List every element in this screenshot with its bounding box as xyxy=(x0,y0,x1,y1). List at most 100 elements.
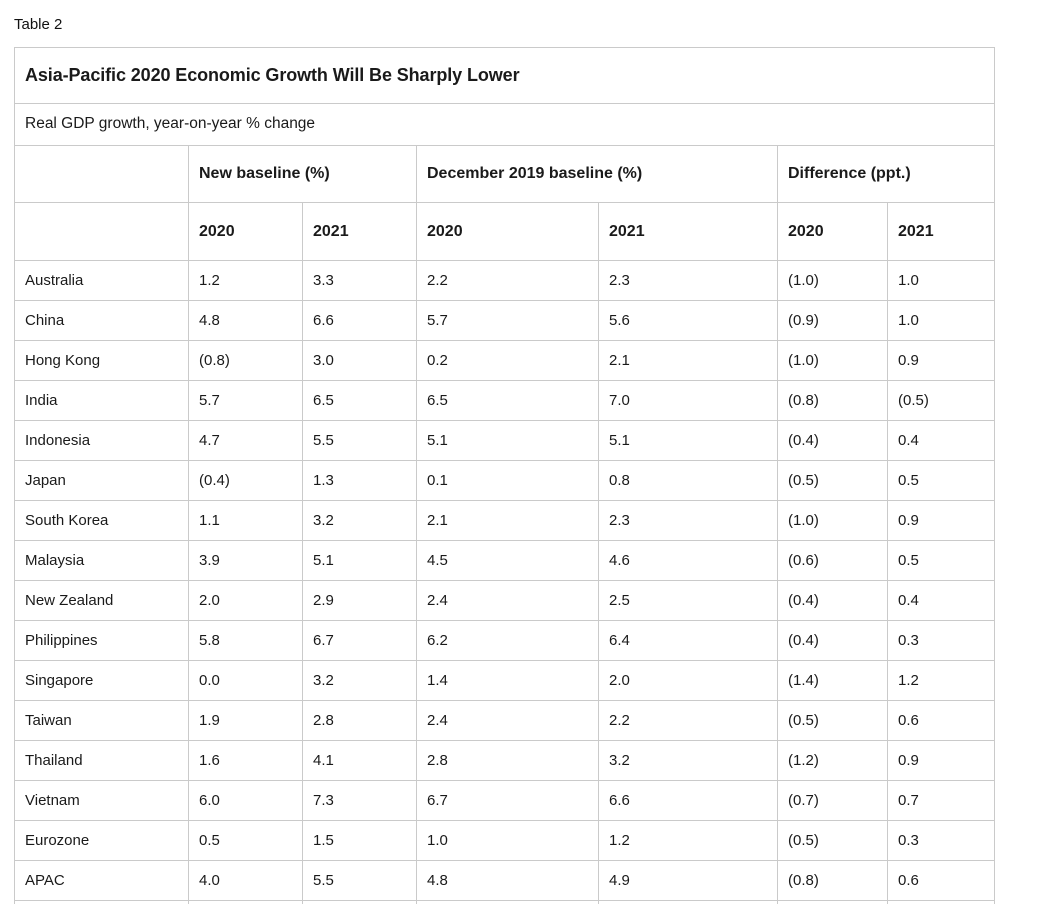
value-cell: (0.9) xyxy=(777,300,888,341)
value-cell: 5.1 xyxy=(598,420,778,461)
value-cell: 5.6 xyxy=(598,300,778,341)
value-cell: 3.0 xyxy=(302,340,417,381)
value-cell: 1.0 xyxy=(887,260,995,301)
value-cell: 2.2 xyxy=(416,260,599,301)
value-cell: 0.9 xyxy=(887,740,995,781)
value-cell: 5.1 xyxy=(416,420,599,461)
value-cell: 4.8 xyxy=(188,300,303,341)
table-row: Malaysia 3.9 5.1 4.5 4.6 (0.6) 0.5 xyxy=(14,540,995,581)
table-row: Australia 1.2 3.3 2.2 2.3 (1.0) 1.0 xyxy=(14,260,995,301)
value-cell: 4.5 xyxy=(416,540,599,581)
value-cell: 2.8 xyxy=(416,740,599,781)
country-cell: Indonesia xyxy=(14,420,189,461)
column-group-december-2019-baseline: December 2019 baseline (%) xyxy=(416,145,778,203)
country-cell: APAC xyxy=(14,860,189,901)
value-cell: 2.8 xyxy=(302,700,417,741)
value-cell: 0.0 xyxy=(188,660,303,701)
value-cell: 6.2 xyxy=(416,620,599,661)
table-title: Asia-Pacific 2020 Economic Growth Will B… xyxy=(14,47,995,104)
value-cell: (0.8) xyxy=(188,340,303,381)
value-cell: (0.5) xyxy=(777,820,888,861)
value-cell: 5.8 xyxy=(188,620,303,661)
value-cell: (1.2) xyxy=(777,740,888,781)
country-cell: Thailand xyxy=(14,740,189,781)
value-cell: 0.6 xyxy=(887,700,995,741)
year-header: 2020 xyxy=(777,202,888,261)
value-cell: 3.2 xyxy=(302,660,417,701)
table-body: Australia 1.2 3.3 2.2 2.3 (1.0) 1.0 China 4.8 6.6… xyxy=(14,260,995,901)
value-cell: 3.9 xyxy=(188,540,303,581)
year-header: 2020 xyxy=(188,202,303,261)
value-cell: (1.0) xyxy=(777,500,888,541)
value-cell: 2.0 xyxy=(188,580,303,621)
value-cell: 2.0 xyxy=(598,660,778,701)
table-subtitle: Real GDP growth, year-on-year % change xyxy=(14,103,995,146)
table-footer-clipped xyxy=(14,900,995,904)
value-cell: 4.1 xyxy=(302,740,417,781)
value-cell: 6.0 xyxy=(188,780,303,821)
value-cell: 6.5 xyxy=(302,380,417,421)
value-cell: 0.9 xyxy=(887,500,995,541)
column-group-new-baseline: New baseline (%) xyxy=(188,145,417,203)
title-row: Asia-Pacific 2020 Economic Growth Will B… xyxy=(14,47,995,104)
country-cell: South Korea xyxy=(14,500,189,541)
value-cell: 0.6 xyxy=(887,860,995,901)
year-header: 2021 xyxy=(598,202,778,261)
value-cell: (0.6) xyxy=(777,540,888,581)
country-cell: New Zealand xyxy=(14,580,189,621)
table-row: Philippines 5.8 6.7 6.2 6.4 (0.4) 0.3 xyxy=(14,620,995,661)
value-cell: 1.4 xyxy=(416,660,599,701)
country-cell: Malaysia xyxy=(14,540,189,581)
year-header-row: 2020 2021 2020 2021 2020 2021 xyxy=(14,202,995,261)
column-group-difference: Difference (ppt.) xyxy=(777,145,995,203)
table-row: Taiwan 1.9 2.8 2.4 2.2 (0.5) 0.6 xyxy=(14,700,995,741)
value-cell: 2.5 xyxy=(598,580,778,621)
value-cell: 1.5 xyxy=(302,820,417,861)
table-row: APAC 4.0 5.5 4.8 4.9 (0.8) 0.6 xyxy=(14,860,995,901)
subtitle-row: Real GDP growth, year-on-year % change xyxy=(14,103,995,146)
value-cell: 0.5 xyxy=(188,820,303,861)
value-cell: 2.4 xyxy=(416,700,599,741)
value-cell: 4.0 xyxy=(188,860,303,901)
value-cell: 6.6 xyxy=(598,780,778,821)
value-cell: (0.5) xyxy=(777,700,888,741)
value-cell: (1.0) xyxy=(777,340,888,381)
value-cell: 0.9 xyxy=(887,340,995,381)
value-cell: 5.5 xyxy=(302,420,417,461)
clipped-row xyxy=(14,900,995,904)
value-cell: (0.7) xyxy=(777,780,888,821)
value-cell: 0.8 xyxy=(598,460,778,501)
value-cell: (1.0) xyxy=(777,260,888,301)
value-cell: 5.7 xyxy=(188,380,303,421)
value-cell: 1.2 xyxy=(598,820,778,861)
value-cell: 3.3 xyxy=(302,260,417,301)
value-cell: 6.6 xyxy=(302,300,417,341)
country-cell: Australia xyxy=(14,260,189,301)
value-cell: (0.5) xyxy=(777,460,888,501)
value-cell: 0.5 xyxy=(887,540,995,581)
value-cell: 0.1 xyxy=(416,460,599,501)
value-cell: (0.4) xyxy=(777,420,888,461)
country-cell: Hong Kong xyxy=(14,340,189,381)
country-cell: Vietnam xyxy=(14,780,189,821)
value-cell: 1.0 xyxy=(887,300,995,341)
value-cell: (0.4) xyxy=(188,460,303,501)
value-cell: 4.9 xyxy=(598,860,778,901)
value-cell: 6.5 xyxy=(416,380,599,421)
value-cell: 2.1 xyxy=(416,500,599,541)
value-cell: 1.9 xyxy=(188,700,303,741)
value-cell: 0.5 xyxy=(887,460,995,501)
value-cell: 1.1 xyxy=(188,500,303,541)
value-cell: 4.8 xyxy=(416,860,599,901)
value-cell: 6.7 xyxy=(302,620,417,661)
value-cell: 2.9 xyxy=(302,580,417,621)
country-cell: India xyxy=(14,380,189,421)
country-cell: Japan xyxy=(14,460,189,501)
value-cell: 7.0 xyxy=(598,380,778,421)
economic-growth-table: Asia-Pacific 2020 Economic Growth Will B… xyxy=(14,47,995,904)
table-header-rows: Asia-Pacific 2020 Economic Growth Will B… xyxy=(14,47,995,261)
value-cell: 5.7 xyxy=(416,300,599,341)
country-cell: Philippines xyxy=(14,620,189,661)
value-cell: 0.4 xyxy=(887,580,995,621)
value-cell: 5.5 xyxy=(302,860,417,901)
